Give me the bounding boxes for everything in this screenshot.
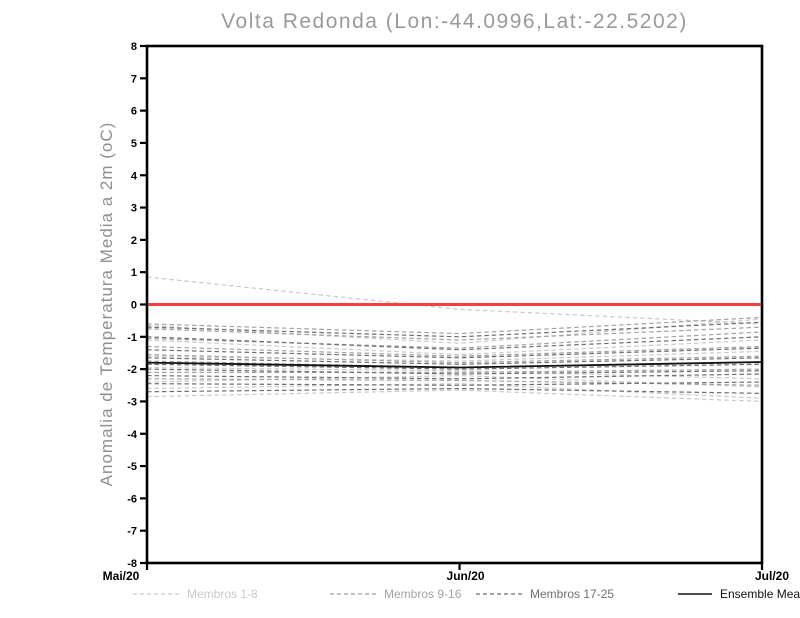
member-line — [146, 345, 763, 357]
y-tick-label: -7 — [127, 526, 137, 538]
member-line — [146, 347, 763, 359]
y-tick-label: 3 — [131, 203, 137, 215]
legend-label: Membros 9-16 — [384, 587, 462, 601]
x-tick-label: Jul/20 — [755, 569, 789, 583]
member-line — [146, 389, 763, 403]
x-tick-label: Mai/20 — [103, 569, 140, 583]
member-line — [146, 363, 763, 370]
y-tick-label: -3 — [127, 396, 137, 408]
legend-item-ensemble-mean: Ensemble Mean — [678, 587, 800, 601]
legend-label: Membros 17-25 — [530, 587, 615, 601]
member-line — [146, 357, 763, 365]
member-line — [146, 350, 763, 362]
dashed-line-icon — [133, 592, 179, 596]
member-line — [146, 321, 763, 338]
legend-item-membros-1-8: Membros 1-8 — [133, 587, 258, 601]
y-tick-label: -4 — [127, 429, 138, 441]
legend-label: Ensemble Mean — [720, 587, 800, 601]
y-tick-label: 5 — [131, 138, 137, 150]
y-tick-label: 2 — [131, 235, 137, 247]
dashed-line-icon — [476, 592, 522, 596]
y-tick-label: 6 — [131, 106, 137, 118]
member-line — [146, 381, 763, 386]
y-tick-label: -5 — [127, 461, 137, 473]
solid-line-icon — [678, 592, 712, 596]
y-tick-label: 8 — [131, 41, 137, 53]
member-line — [146, 373, 763, 380]
ensemble-mean-line — [146, 361, 763, 369]
y-tick-label: -8 — [127, 558, 137, 570]
member-line — [146, 368, 763, 375]
y-tick-label: 4 — [131, 170, 138, 182]
legend-item-membros-9-16: Membros 9-16 — [330, 587, 461, 601]
legend-item-membros-17-25: Membros 17-25 — [476, 587, 614, 601]
legend-label: Membros 1-8 — [187, 587, 258, 601]
y-tick-label: 7 — [131, 73, 137, 85]
y-tick-label: 1 — [131, 267, 137, 279]
y-tick-label: -6 — [127, 493, 137, 505]
chart-title: Volta Redonda (Lon:-44.0996,Lat:-22.5202… — [221, 10, 688, 33]
member-line — [147, 368, 763, 373]
y-tick-label: -2 — [127, 364, 137, 376]
x-tick-label: Jun/20 — [447, 569, 485, 583]
member-line — [146, 353, 763, 364]
dashed-line-icon — [330, 592, 376, 596]
y-tick-label: 0 — [131, 300, 137, 312]
member-line — [146, 387, 763, 394]
y-tick-label: -1 — [127, 332, 137, 344]
member-line — [146, 383, 763, 399]
member-line — [146, 276, 763, 325]
